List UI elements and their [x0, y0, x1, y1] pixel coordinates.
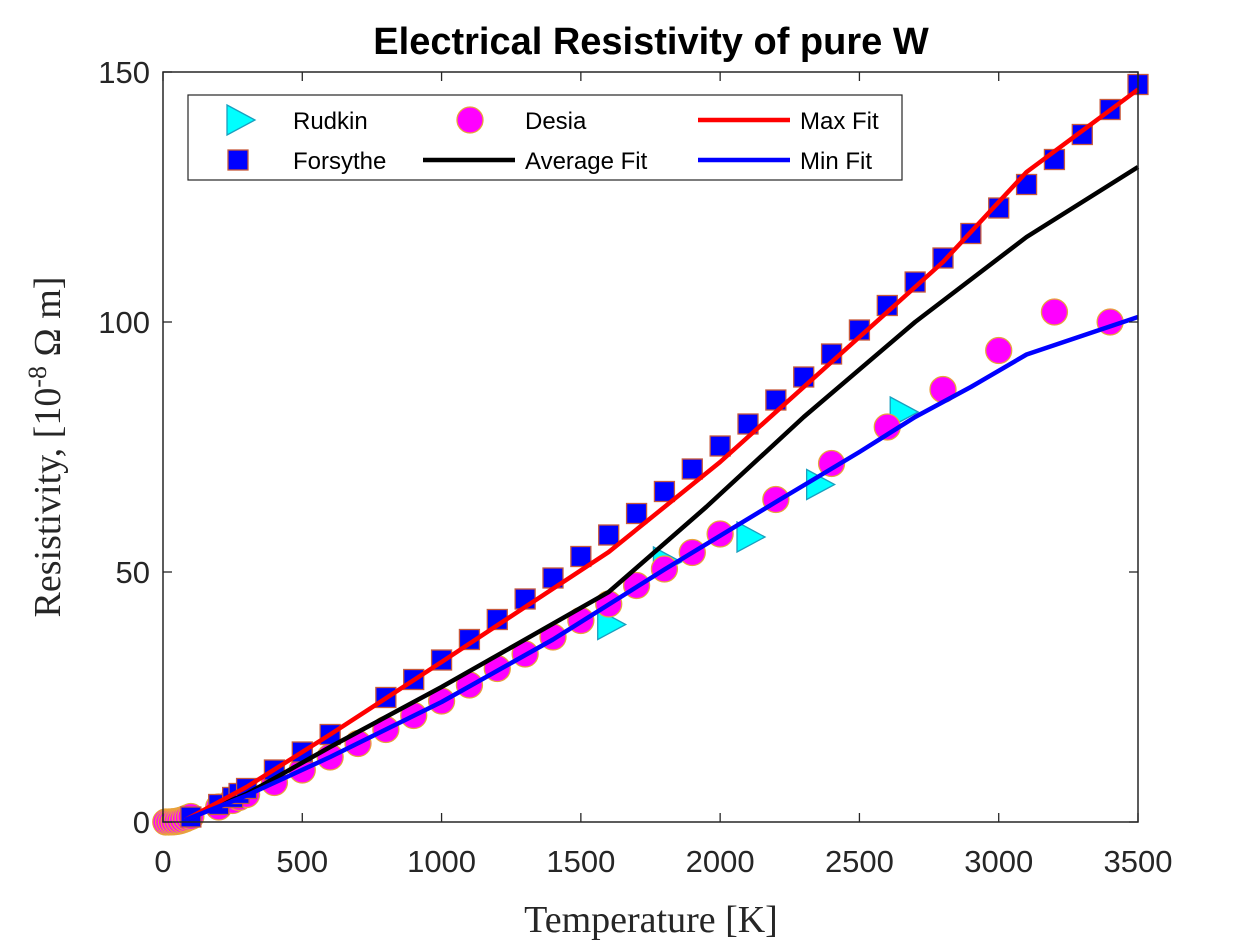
forsythe-point [988, 197, 1010, 219]
rudkin-point [736, 520, 767, 554]
legend-swatch [226, 103, 257, 137]
legend-label: Average Fit [525, 148, 648, 175]
y-tick-label: 100 [98, 305, 150, 340]
x-axis-label: Temperature [K] [524, 899, 778, 941]
forsythe-point [709, 435, 731, 457]
y-tick-label: 0 [133, 805, 150, 840]
x-tick-label: 2000 [686, 844, 755, 879]
forsythe-point [681, 458, 703, 480]
y-axis-label-main: Resistivity, [10 [27, 388, 69, 618]
legend-item-forsythe: Forsythe [227, 148, 386, 175]
legend-item-max-fit: Max Fit [698, 108, 879, 135]
legend-swatch [227, 149, 249, 171]
desia-point [985, 336, 1013, 365]
y-axis: 0 50 100 150 [98, 55, 1138, 840]
desia-point [1040, 298, 1069, 326]
series-average-fit [184, 165, 1140, 823]
legend-item-average-fit: Average Fit [423, 148, 648, 175]
forsythe-point [653, 480, 676, 503]
y-tick-label: 50 [116, 555, 150, 590]
x-tick-label: 1500 [546, 844, 615, 879]
legend-label: Desia [525, 108, 587, 135]
legend-swatch [456, 106, 484, 134]
y-axis-label: Resistivity, [10-8 Ω m] [23, 277, 69, 618]
legend-item-desia: Desia [456, 106, 587, 135]
series-min-fit [184, 314, 1139, 823]
plot-area [163, 72, 1138, 822]
x-tick-label: 500 [276, 844, 328, 879]
forsythe-point [904, 271, 926, 293]
legend: Rudkin Desia Max Fit Forsythe Average Fit Min… [187, 94, 903, 181]
average-fit-line [184, 165, 1140, 823]
min-fit-line [184, 314, 1139, 823]
legend-item-min-fit: Min Fit [698, 148, 872, 175]
forsythe-point [570, 545, 592, 568]
forsythe-point [932, 247, 954, 269]
forsythe-point [625, 502, 648, 525]
plot-frame [162, 71, 1139, 823]
x-tick-label: 1000 [407, 844, 476, 879]
x-axis: 0 500 1000 1500 2000 2500 3000 3500 [154, 72, 1172, 879]
legend-label: Rudkin [293, 108, 368, 135]
series-max-fit [184, 87, 1140, 822]
max-fit-line [184, 87, 1140, 822]
y-axis-label-unit: Ω m] [27, 277, 69, 366]
y-tick-label: 150 [98, 55, 150, 90]
x-tick-label: 0 [154, 844, 171, 879]
legend-box [187, 94, 903, 181]
legend-label: Max Fit [800, 108, 879, 135]
y-axis-label-exponent: -8 [23, 366, 52, 388]
series-layer [152, 73, 1149, 836]
x-tick-label: 3500 [1104, 844, 1173, 879]
chart-title: Electrical Resistivity of pure W [373, 21, 929, 63]
x-tick-label: 2500 [825, 844, 894, 879]
legend-label: Min Fit [800, 148, 872, 175]
x-tick-label: 3000 [964, 844, 1033, 879]
forsythe-point [598, 524, 620, 546]
legend-label: Forsythe [293, 148, 386, 175]
legend-item-rudkin: Rudkin [226, 103, 368, 137]
